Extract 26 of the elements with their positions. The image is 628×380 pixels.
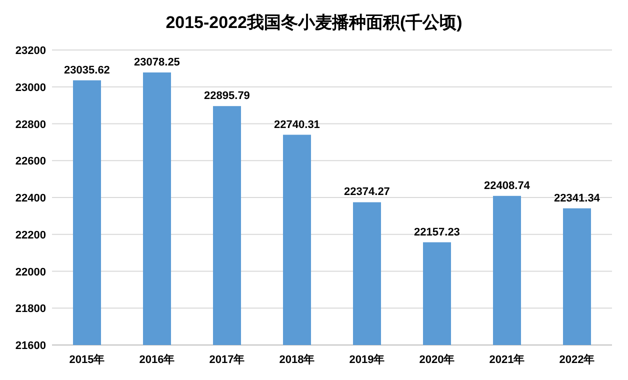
y-tick-label: 23200 — [15, 45, 46, 57]
data-label: 22740.31 — [274, 118, 320, 131]
data-label: 22374.27 — [344, 186, 390, 198]
chart-title: 2015-2022我国冬小麦播种面积(千公顷) — [166, 13, 462, 32]
data-label: 23035.62 — [64, 64, 110, 76]
data-label: 22157.23 — [414, 226, 460, 238]
data-label: 23078.25 — [134, 56, 180, 68]
y-tick-label: 21800 — [15, 303, 46, 316]
data-label: 22895.79 — [204, 90, 250, 102]
x-tick-label: 2019年 — [349, 353, 385, 366]
y-tick-label: 22800 — [15, 118, 46, 131]
x-tick-label: 2017年 — [209, 353, 245, 366]
x-tick-label: 2015年 — [69, 353, 105, 366]
data-label: 22408.74 — [484, 180, 531, 192]
y-tick-label: 22600 — [15, 156, 46, 168]
y-tick-label: 21600 — [15, 340, 46, 352]
x-tick-label: 2018年 — [279, 353, 315, 366]
y-tick-label: 22200 — [15, 229, 46, 242]
x-tick-label: 2021年 — [489, 353, 525, 366]
y-tick-label: 23000 — [15, 82, 46, 94]
x-tick-label: 2016年 — [139, 353, 175, 366]
y-tick-label: 22400 — [15, 192, 46, 204]
y-tick-label: 22000 — [15, 266, 46, 278]
data-label: 22341.34 — [554, 192, 601, 204]
x-tick-label: 2020年 — [419, 353, 455, 366]
x-tick-label: 2022年 — [559, 353, 595, 366]
